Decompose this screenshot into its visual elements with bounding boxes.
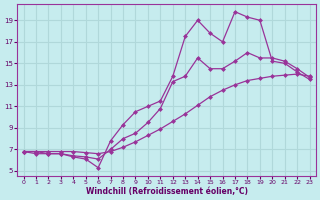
X-axis label: Windchill (Refroidissement éolien,°C): Windchill (Refroidissement éolien,°C) — [85, 187, 248, 196]
